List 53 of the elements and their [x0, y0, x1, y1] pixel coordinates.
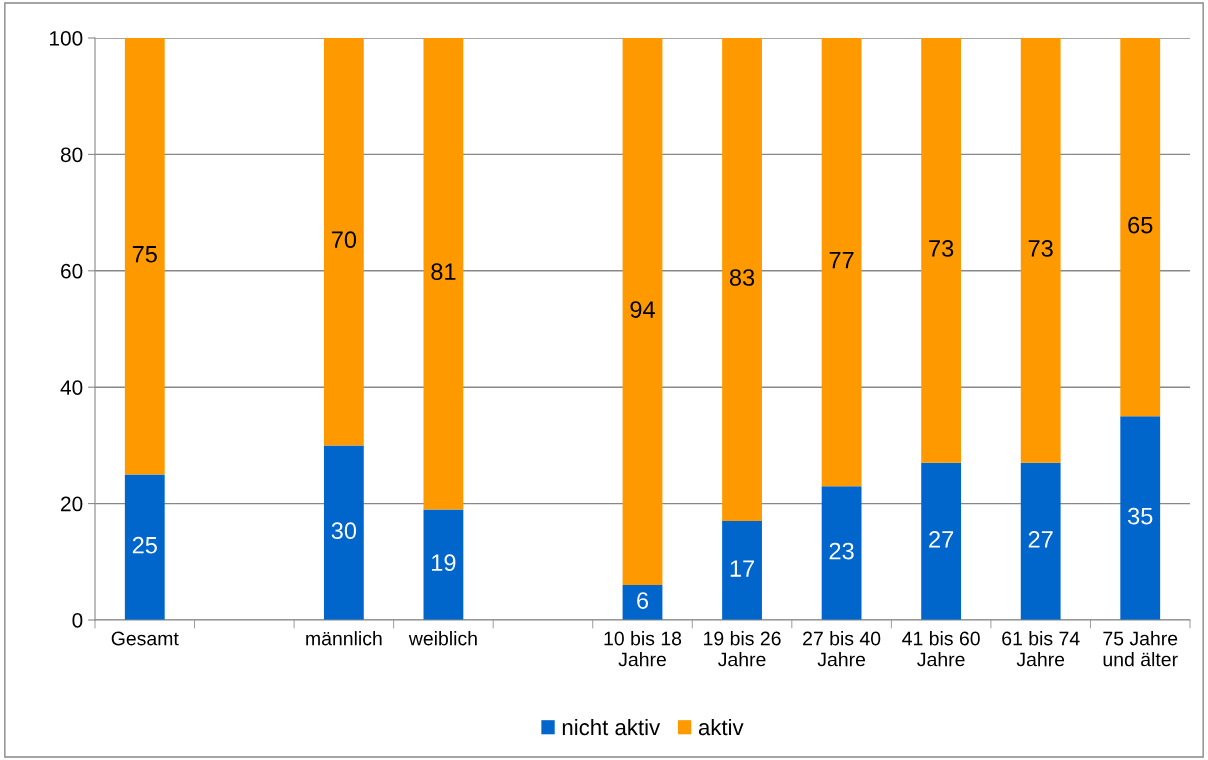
bar — [722, 521, 762, 620]
bar — [1120, 416, 1161, 620]
x-tick-label: 19 bis 26 Jahre — [704, 631, 781, 667]
bar — [821, 486, 862, 620]
bar — [124, 474, 165, 620]
data-label: 65 — [1128, 216, 1153, 234]
data-label: 27 — [1028, 531, 1053, 548]
bar — [722, 38, 762, 522]
x-tick-label: männlich — [306, 631, 382, 646]
bar — [821, 38, 862, 487]
y-tick-label: 80 — [60, 147, 83, 163]
bar — [323, 445, 364, 620]
data-label: 6 — [637, 592, 649, 609]
bar — [921, 38, 962, 463]
data-label: 27 — [929, 531, 954, 548]
data-label: 83 — [729, 269, 755, 286]
bar — [622, 38, 663, 586]
x-tick-label: 41 bis 60 Jahre — [902, 631, 980, 667]
bar — [1020, 462, 1061, 620]
legend-label: nicht aktiv — [562, 718, 661, 736]
bar — [423, 38, 464, 510]
data-label: 23 — [829, 542, 854, 560]
y-tick-label: 0 — [72, 613, 83, 628]
bar — [921, 462, 962, 620]
x-tick-label: Gesamt — [111, 631, 179, 646]
bar — [124, 38, 165, 475]
data-label: 94 — [630, 301, 655, 318]
bar — [1120, 38, 1161, 417]
x-tick-label: 27 bis 40 Jahre — [803, 631, 881, 667]
y-tick-label: 40 — [60, 380, 83, 395]
bar — [323, 38, 364, 446]
data-label: 70 — [331, 231, 357, 249]
data-label: 75 — [132, 246, 157, 263]
x-tick-label: 75 Jahre und älter — [1103, 631, 1178, 667]
data-label: 73 — [929, 240, 954, 257]
y-tick-label: 60 — [61, 263, 83, 279]
bar — [1020, 38, 1061, 463]
y-tick-label: 100 — [50, 31, 83, 46]
bar — [423, 509, 464, 620]
data-label: 30 — [331, 522, 357, 540]
x-tick-label: 10 bis 18 Jahre — [604, 631, 682, 667]
data-label: 73 — [1028, 240, 1053, 257]
x-tick-label: 61 bis 74 Jahre — [1002, 631, 1080, 667]
data-label: 77 — [829, 251, 854, 269]
data-label: 81 — [431, 263, 456, 281]
data-label: 17 — [730, 560, 754, 577]
bar — [622, 585, 663, 620]
data-label: 35 — [1128, 507, 1153, 525]
x-tick-label: weiblich — [408, 631, 477, 646]
data-label: 25 — [132, 536, 157, 554]
data-label: 19 — [432, 554, 456, 572]
y-tick-label: 20 — [61, 496, 83, 512]
legend-label: aktiv — [698, 718, 744, 736]
